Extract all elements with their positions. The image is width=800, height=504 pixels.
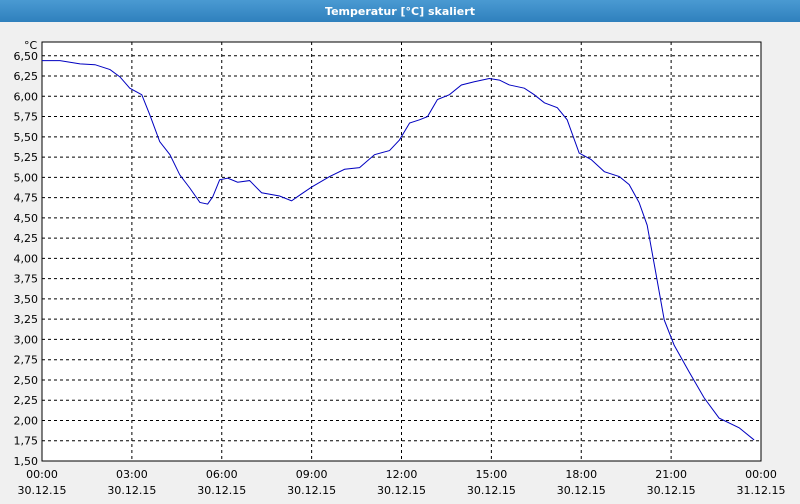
y-tick-label: 2,75 (14, 354, 39, 367)
y-tick-label: 4,25 (14, 232, 39, 245)
x-tick-date: 30.12.15 (557, 484, 606, 497)
y-tick-label: 3,00 (14, 333, 39, 346)
y-tick-label: 3,50 (14, 293, 39, 306)
y-tick-label: 5,75 (14, 111, 39, 124)
y-tick-label: 6,25 (14, 70, 39, 83)
y-tick-label: 6,00 (14, 90, 39, 103)
x-tick-label: 00:00 (26, 468, 58, 481)
x-tick-label: 09:00 (296, 468, 328, 481)
y-tick-label: 4,75 (14, 192, 39, 205)
x-tick-date: 30.12.15 (467, 484, 516, 497)
x-tick-date: 30.12.15 (647, 484, 696, 497)
x-tick-label: 00:00 (745, 468, 777, 481)
y-tick-label: 1,50 (14, 455, 39, 468)
series-line (42, 60, 755, 441)
y-tick-label: 3,25 (14, 313, 39, 326)
x-tick-label: 18:00 (565, 468, 597, 481)
y-unit: °C (24, 39, 38, 52)
y-tick-label: 4,00 (14, 252, 39, 265)
x-tick-date: 30.12.15 (287, 484, 336, 497)
x-tick-date: 30.12.15 (377, 484, 426, 497)
y-tick-label: 5,50 (14, 131, 39, 144)
x-tick-label: 15:00 (476, 468, 508, 481)
y-tick-label: 2,00 (14, 414, 39, 427)
chart-title: Temperatur [°C] skaliert (325, 5, 475, 18)
y-tick-label: 5,25 (14, 151, 39, 164)
y-tick-label: 5,00 (14, 171, 39, 184)
y-tick-label: 3,75 (14, 273, 39, 286)
x-tick-label: 03:00 (116, 468, 148, 481)
x-tick-date: 30.12.15 (107, 484, 156, 497)
x-tick-date: 30.12.15 (197, 484, 246, 497)
x-tick-label: 12:00 (386, 468, 418, 481)
title-bar (0, 0, 800, 22)
x-tick-label: 21:00 (655, 468, 687, 481)
x-tick-date: 31.12.15 (737, 484, 786, 497)
y-tick-label: 2,25 (14, 394, 39, 407)
x-tick-date: 30.12.15 (18, 484, 67, 497)
y-tick-label: 6,50 (14, 50, 39, 63)
y-tick-label: 2,50 (14, 374, 39, 387)
y-tick-label: 4,50 (14, 212, 39, 225)
x-tick-label: 06:00 (206, 468, 238, 481)
y-tick-label: 1,75 (14, 435, 39, 448)
